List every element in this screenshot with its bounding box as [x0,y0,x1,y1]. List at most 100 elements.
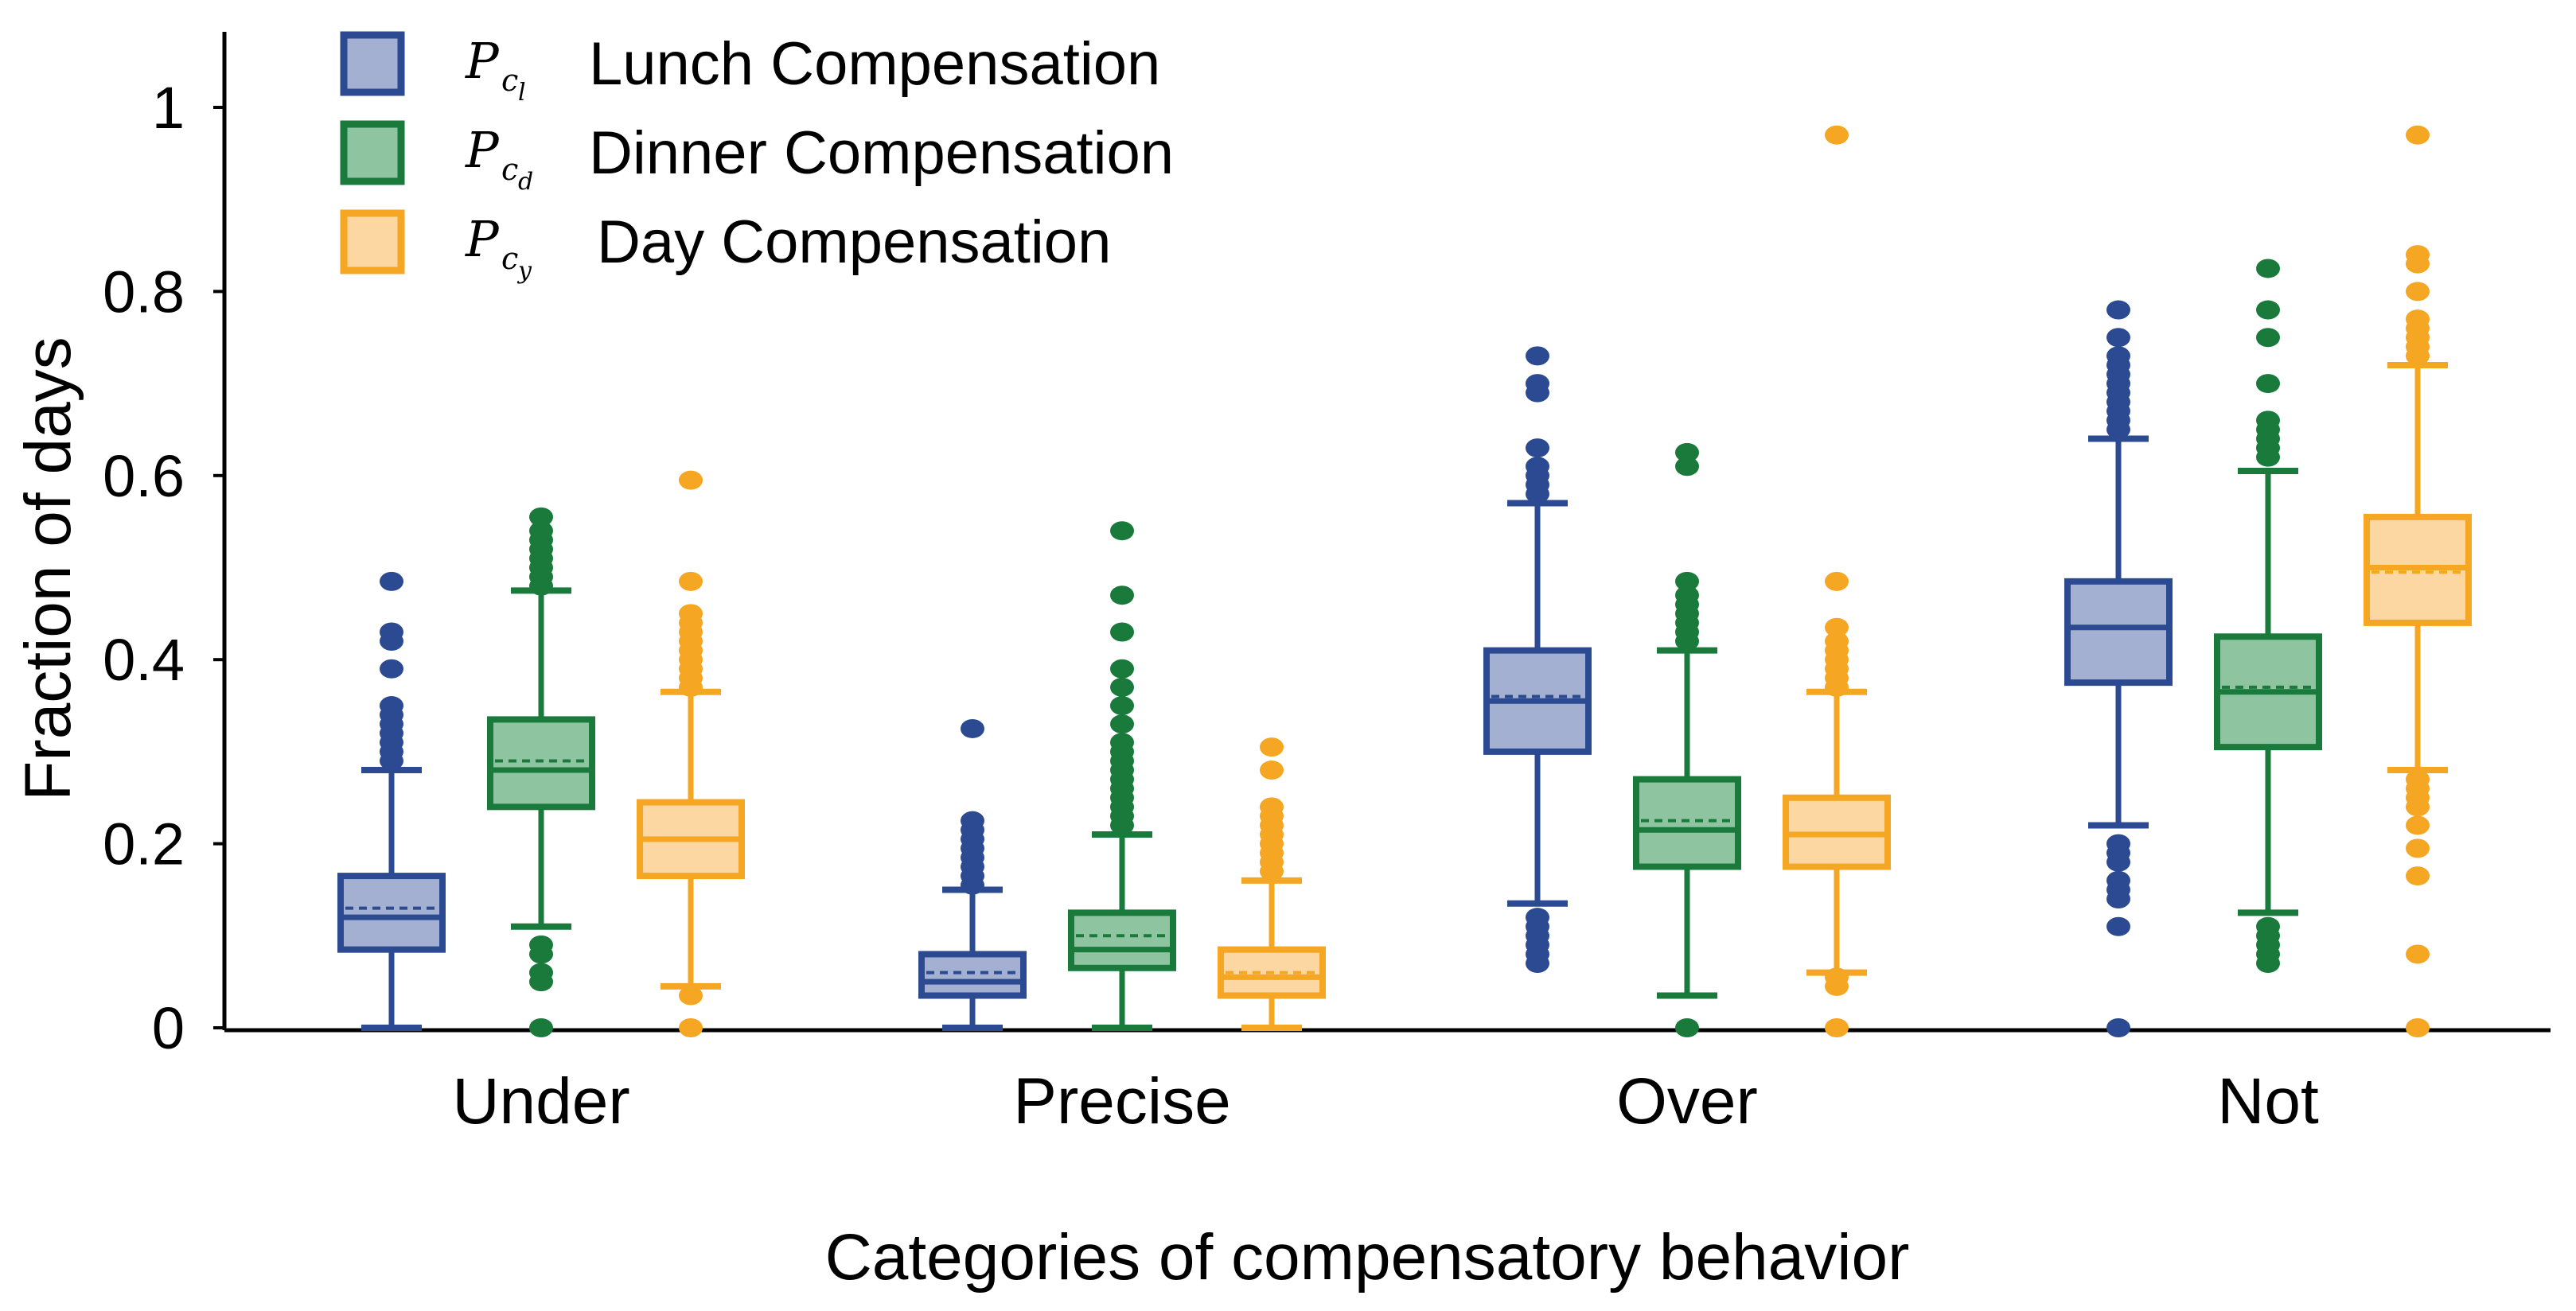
legend-subscript: c [501,152,518,187]
y-tick-label: 0.6 [103,443,185,509]
box-iqr [2064,578,2173,687]
outlier-point [1825,632,1849,652]
outlier-point [1825,967,1849,987]
outlier-point [1825,1018,1849,1037]
outlier-point [1110,714,1134,734]
legend-swatch [340,31,405,96]
outlier-point [2406,125,2430,145]
box-over [1783,125,1891,1037]
outlier-point [1110,696,1134,716]
box-under [337,571,446,1031]
outlier-point [679,1018,703,1037]
outlier-point [1526,438,1549,458]
outlier-point [2406,866,2430,886]
y-tick-label: 0.4 [103,627,185,693]
outlier-point [529,935,553,955]
outlier-point [679,986,703,1006]
outlier-point [1825,571,1849,591]
outlier-point [1825,125,1849,145]
box-precise [918,718,1027,1031]
x-axis-title: Categories of compensatory behavior [825,1221,1910,1293]
legend-label: Day Compensation [597,208,1111,276]
x-category-label: Precise [1013,1065,1230,1138]
outlier-point [2106,870,2130,890]
outlier-point [2106,916,2130,936]
y-axis-title: Fraction of days [12,337,84,800]
box-over [1483,346,1592,974]
outlier-point [2406,944,2430,964]
legend-subsubscript: d [518,168,533,196]
outlier-point [2256,374,2280,394]
legend-label: Dinner Compensation [589,119,1174,187]
outlier-point [679,604,703,624]
box-iqr [337,873,446,953]
legend-symbol: P [465,210,500,268]
outlier-point [1110,585,1134,605]
box-series [337,125,2472,1037]
box-not [2064,300,2173,1037]
box-iqr [487,716,595,811]
outlier-point [2406,1018,2430,1037]
x-category-label: Under [452,1065,629,1138]
outlier-point [1260,737,1284,757]
x-category-labels: Under Precise Over Not [452,1065,2319,1138]
x-category-label: Over [1616,1065,1758,1138]
box-not [2364,125,2472,1037]
outlier-point [679,470,703,490]
outlier-point [1675,585,1699,605]
outlier-point [380,571,403,591]
outlier-point [2106,834,2130,854]
outlier-point [529,507,553,527]
outlier-point [1825,617,1849,637]
outlier-point [2406,769,2430,789]
outlier-point [529,521,553,541]
outlier-point [1110,521,1134,541]
outlier-point [2406,838,2430,858]
outlier-point [529,1018,553,1037]
y-tick-label: 0 [152,995,185,1061]
outlier-point [1110,677,1134,697]
box-not [2214,259,2322,974]
outlier-point [2256,300,2280,320]
box-precise [1218,737,1326,1031]
outlier-point [1675,457,1699,477]
outlier-point [1110,659,1134,679]
outlier-point [1675,571,1699,591]
outlier-point [1110,622,1134,642]
outlier-point [2106,328,2130,348]
legend-subsubscript: y [516,257,532,285]
legend-symbol: P [465,32,500,90]
legend-subscript: c [501,241,518,276]
outlier-point [2406,282,2430,301]
outlier-point [2256,410,2280,430]
x-category-label: Not [2217,1065,2319,1138]
axes [222,32,2551,1033]
series-lunch-compensation [337,300,2173,1037]
outlier-point [961,718,984,738]
outlier-point [529,963,553,982]
y-tick-label: 0.2 [103,811,185,877]
box-iqr [1633,776,1741,870]
legend-swatch [340,209,405,274]
box-iqr [1068,909,1176,971]
legend-subscript: c [501,63,518,98]
legend-symbol: P [465,121,500,179]
series-day-compensation [637,125,2472,1037]
outlier-point [1675,442,1699,462]
y-tick-label: 1 [152,75,185,141]
outlier-point [2106,300,2130,320]
outlier-point [380,696,403,716]
outlier-point [2256,916,2280,936]
outlier-point [961,811,984,831]
box-under [637,470,745,1037]
outlier-point [2106,346,2130,366]
outlier-point [1675,1018,1699,1037]
outlier-point [1526,374,1549,394]
box-over [1633,442,1741,1037]
outlier-point [2256,259,2280,278]
outlier-point [380,659,403,679]
box-precise [1068,521,1176,1031]
